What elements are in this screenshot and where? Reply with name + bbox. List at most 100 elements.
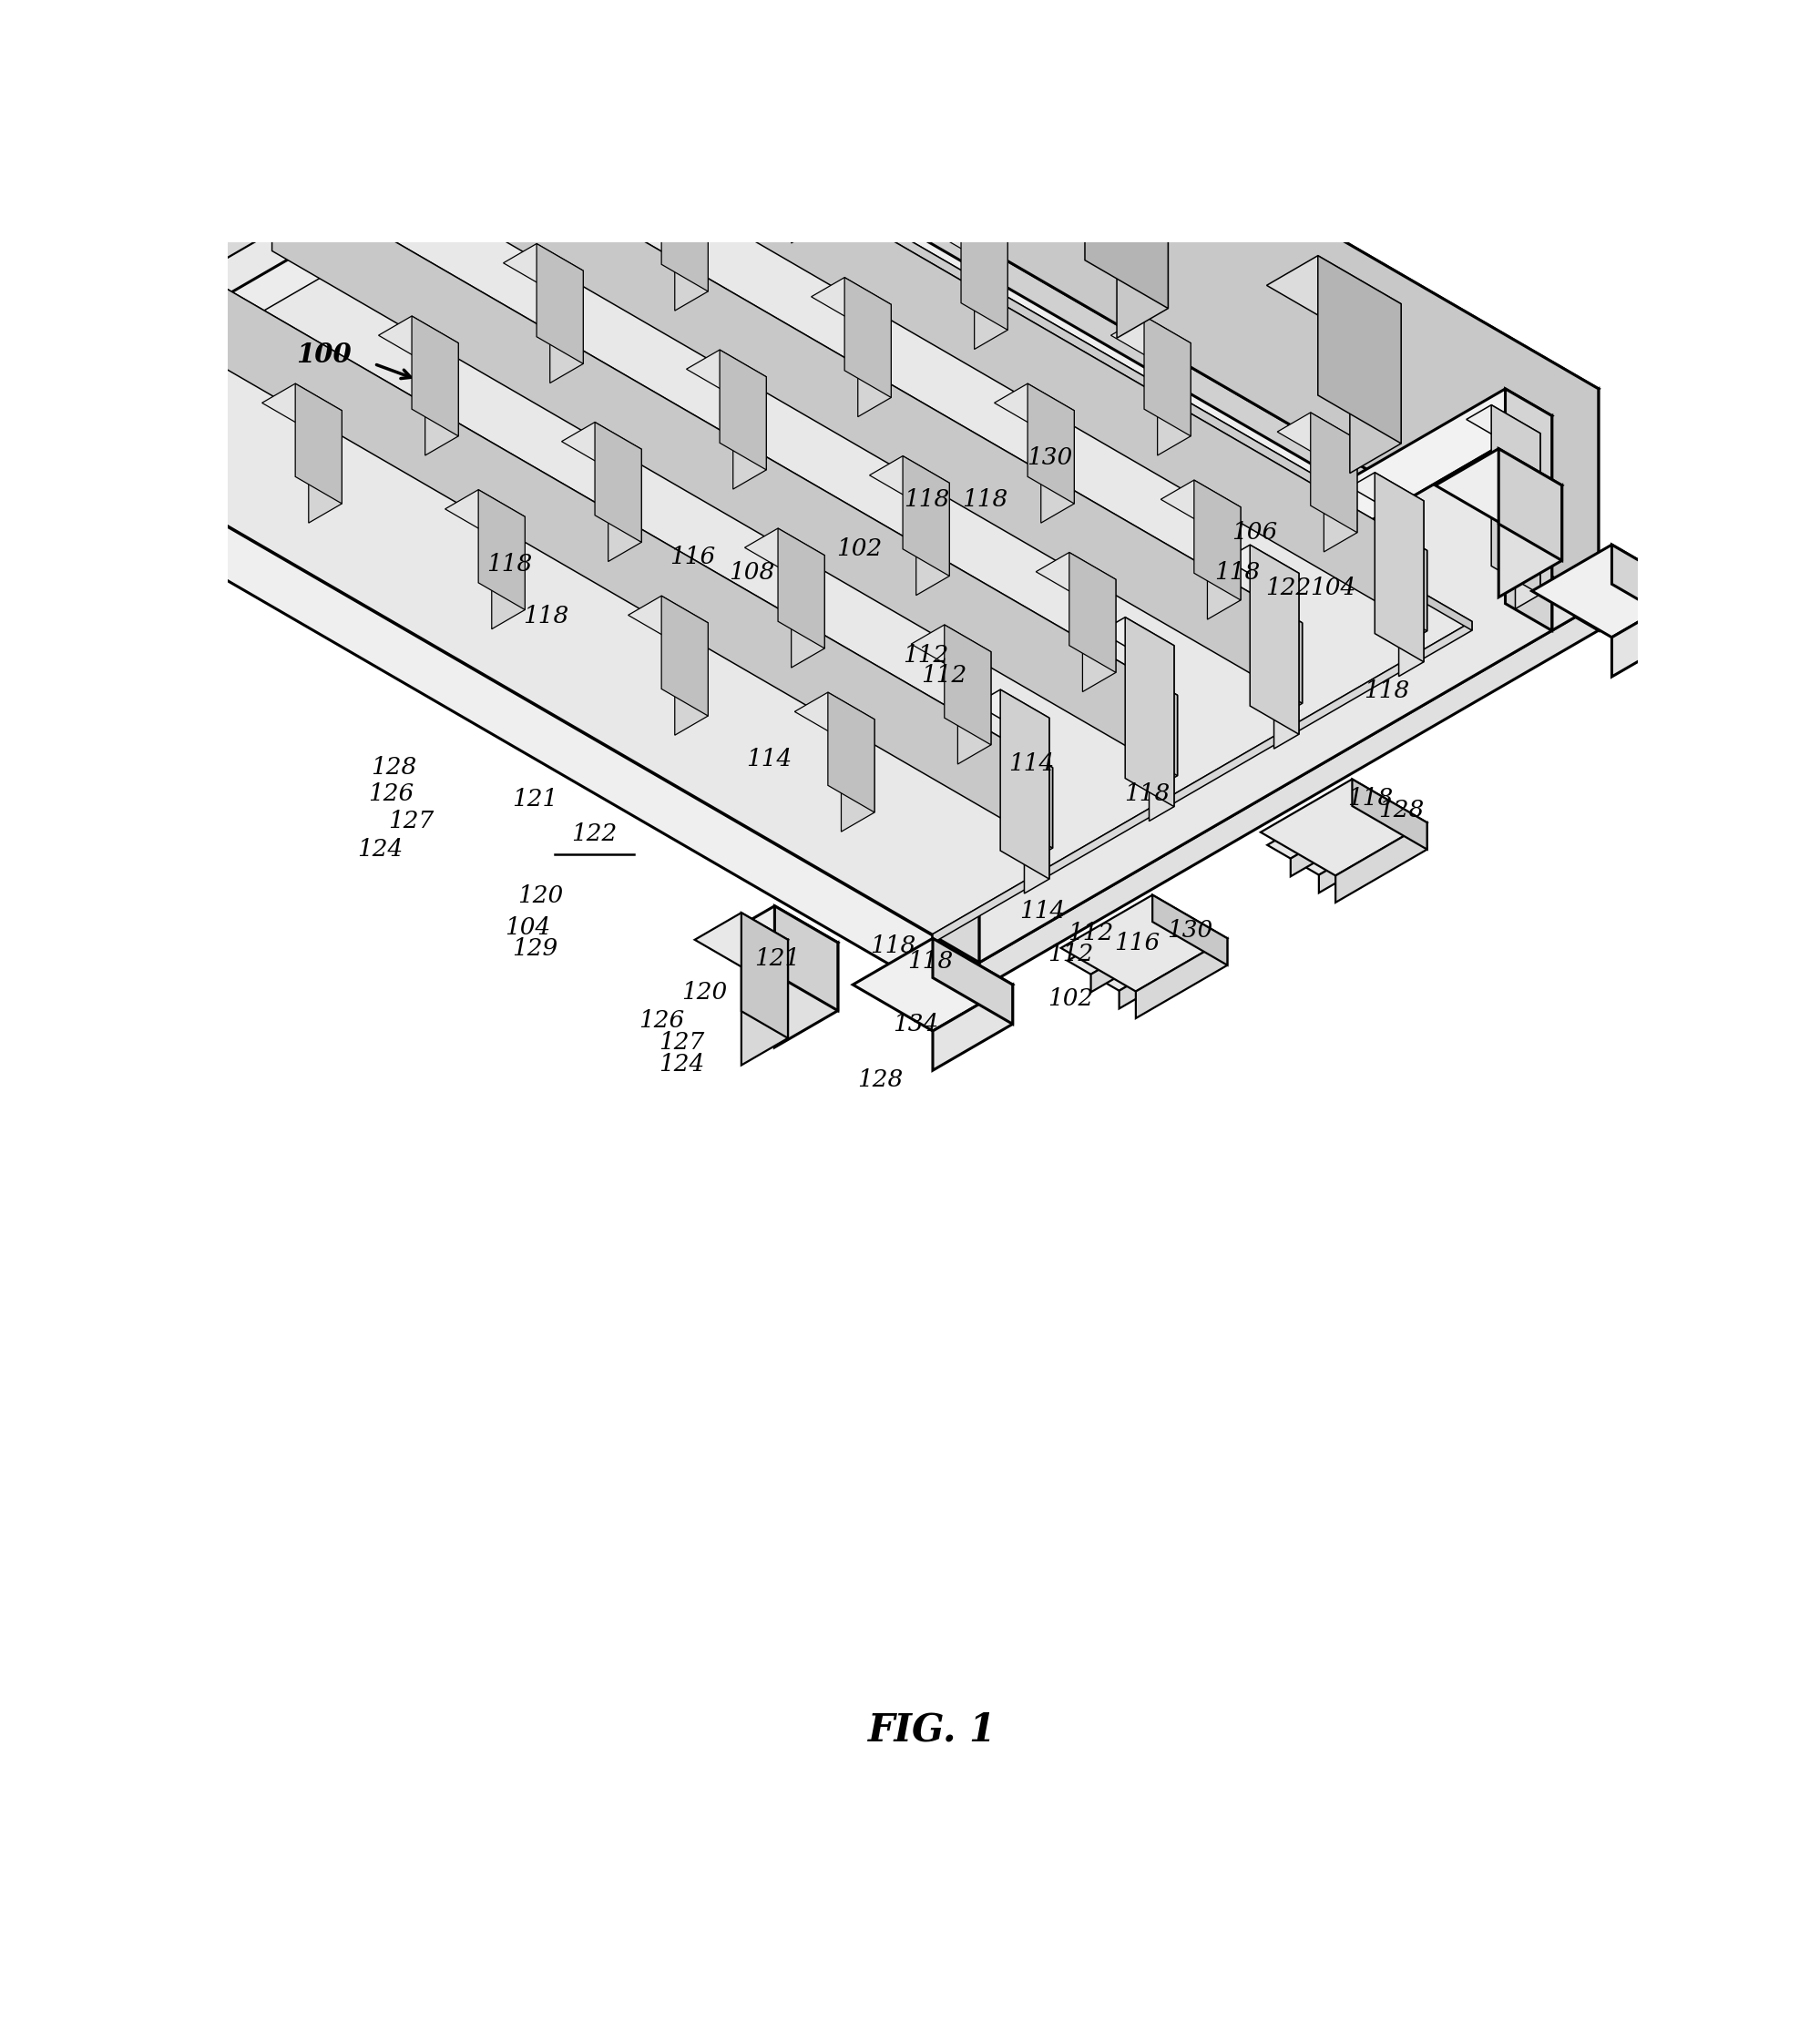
Polygon shape: [27, 61, 1505, 918]
Polygon shape: [1025, 717, 1050, 893]
Text: 118: 118: [906, 950, 954, 972]
Polygon shape: [60, 115, 1472, 934]
Text: 128: 128: [1378, 798, 1423, 823]
Polygon shape: [777, 103, 824, 224]
Polygon shape: [628, 596, 708, 643]
Polygon shape: [282, 0, 382, 42]
Polygon shape: [309, 410, 342, 523]
Polygon shape: [1148, 645, 1174, 821]
Polygon shape: [25, 303, 116, 374]
Polygon shape: [601, 0, 679, 44]
Polygon shape: [1336, 823, 1427, 903]
Polygon shape: [1117, 170, 1168, 338]
Polygon shape: [1613, 546, 1693, 631]
Text: 104: 104: [1310, 576, 1356, 600]
Polygon shape: [595, 422, 641, 542]
Polygon shape: [73, 22, 155, 170]
Polygon shape: [932, 938, 1012, 1025]
Text: 114: 114: [1019, 899, 1067, 924]
Text: 118: 118: [905, 487, 950, 511]
Text: 116: 116: [1114, 932, 1159, 954]
Polygon shape: [1194, 481, 1241, 600]
Text: 118: 118: [1347, 786, 1392, 810]
Polygon shape: [601, 61, 1505, 604]
Polygon shape: [1491, 404, 1540, 594]
Polygon shape: [1061, 895, 1227, 992]
Polygon shape: [1516, 432, 1540, 608]
Polygon shape: [1467, 404, 1540, 449]
Polygon shape: [1613, 590, 1693, 677]
Polygon shape: [497, 0, 550, 46]
Text: 118: 118: [963, 487, 1008, 511]
Polygon shape: [932, 586, 1505, 936]
Polygon shape: [238, 0, 322, 73]
Polygon shape: [426, 344, 459, 455]
Polygon shape: [1278, 412, 1358, 459]
Polygon shape: [491, 517, 524, 629]
Polygon shape: [792, 131, 824, 243]
Polygon shape: [957, 653, 992, 764]
Polygon shape: [974, 236, 1008, 350]
Polygon shape: [932, 984, 1012, 1071]
Polygon shape: [601, 4, 679, 91]
Polygon shape: [1267, 255, 1401, 333]
Polygon shape: [499, 0, 550, 75]
Polygon shape: [18, 220, 71, 362]
Polygon shape: [741, 913, 788, 1039]
Polygon shape: [331, 0, 382, 143]
Polygon shape: [1261, 780, 1427, 875]
Polygon shape: [945, 624, 992, 746]
Polygon shape: [1125, 616, 1174, 806]
Polygon shape: [553, 0, 601, 79]
Polygon shape: [158, 150, 317, 240]
Polygon shape: [1207, 507, 1241, 618]
Polygon shape: [852, 0, 935, 174]
Polygon shape: [1041, 410, 1074, 523]
Polygon shape: [1350, 473, 1423, 515]
Polygon shape: [741, 940, 788, 1065]
Polygon shape: [1028, 384, 1074, 503]
Text: 118: 118: [1125, 782, 1170, 804]
Text: 118: 118: [870, 934, 915, 958]
Polygon shape: [147, 243, 1052, 849]
Polygon shape: [0, 24, 1598, 990]
Polygon shape: [844, 277, 892, 398]
Text: 108: 108: [730, 562, 775, 584]
Polygon shape: [812, 277, 892, 323]
Polygon shape: [1360, 792, 1381, 823]
Text: 102: 102: [1048, 988, 1094, 1010]
Polygon shape: [1159, 907, 1183, 940]
Polygon shape: [1158, 695, 1178, 788]
Polygon shape: [795, 693, 874, 738]
Text: 118: 118: [1214, 562, 1259, 584]
Polygon shape: [504, 245, 582, 289]
Polygon shape: [262, 384, 342, 430]
Polygon shape: [828, 693, 874, 812]
Polygon shape: [479, 489, 524, 610]
Polygon shape: [792, 556, 824, 667]
Polygon shape: [0, 170, 979, 962]
Text: 104: 104: [504, 916, 551, 938]
Polygon shape: [1090, 922, 1183, 992]
Text: 121: 121: [755, 948, 801, 970]
Polygon shape: [775, 942, 837, 1047]
Polygon shape: [562, 422, 641, 469]
Text: 134: 134: [894, 1013, 939, 1035]
Polygon shape: [744, 103, 824, 150]
Polygon shape: [675, 198, 708, 311]
Polygon shape: [719, 350, 766, 469]
Polygon shape: [608, 449, 641, 562]
Text: 114: 114: [746, 748, 792, 770]
Text: 130: 130: [1167, 920, 1212, 942]
Polygon shape: [870, 457, 950, 503]
Polygon shape: [661, 172, 708, 291]
Text: 112: 112: [903, 643, 948, 667]
Polygon shape: [775, 905, 837, 1010]
Polygon shape: [686, 350, 766, 396]
Text: 128: 128: [371, 756, 417, 778]
Polygon shape: [397, 97, 1303, 703]
Polygon shape: [295, 384, 342, 503]
Polygon shape: [251, 170, 1178, 707]
Polygon shape: [961, 210, 1008, 329]
Polygon shape: [522, 26, 1427, 631]
